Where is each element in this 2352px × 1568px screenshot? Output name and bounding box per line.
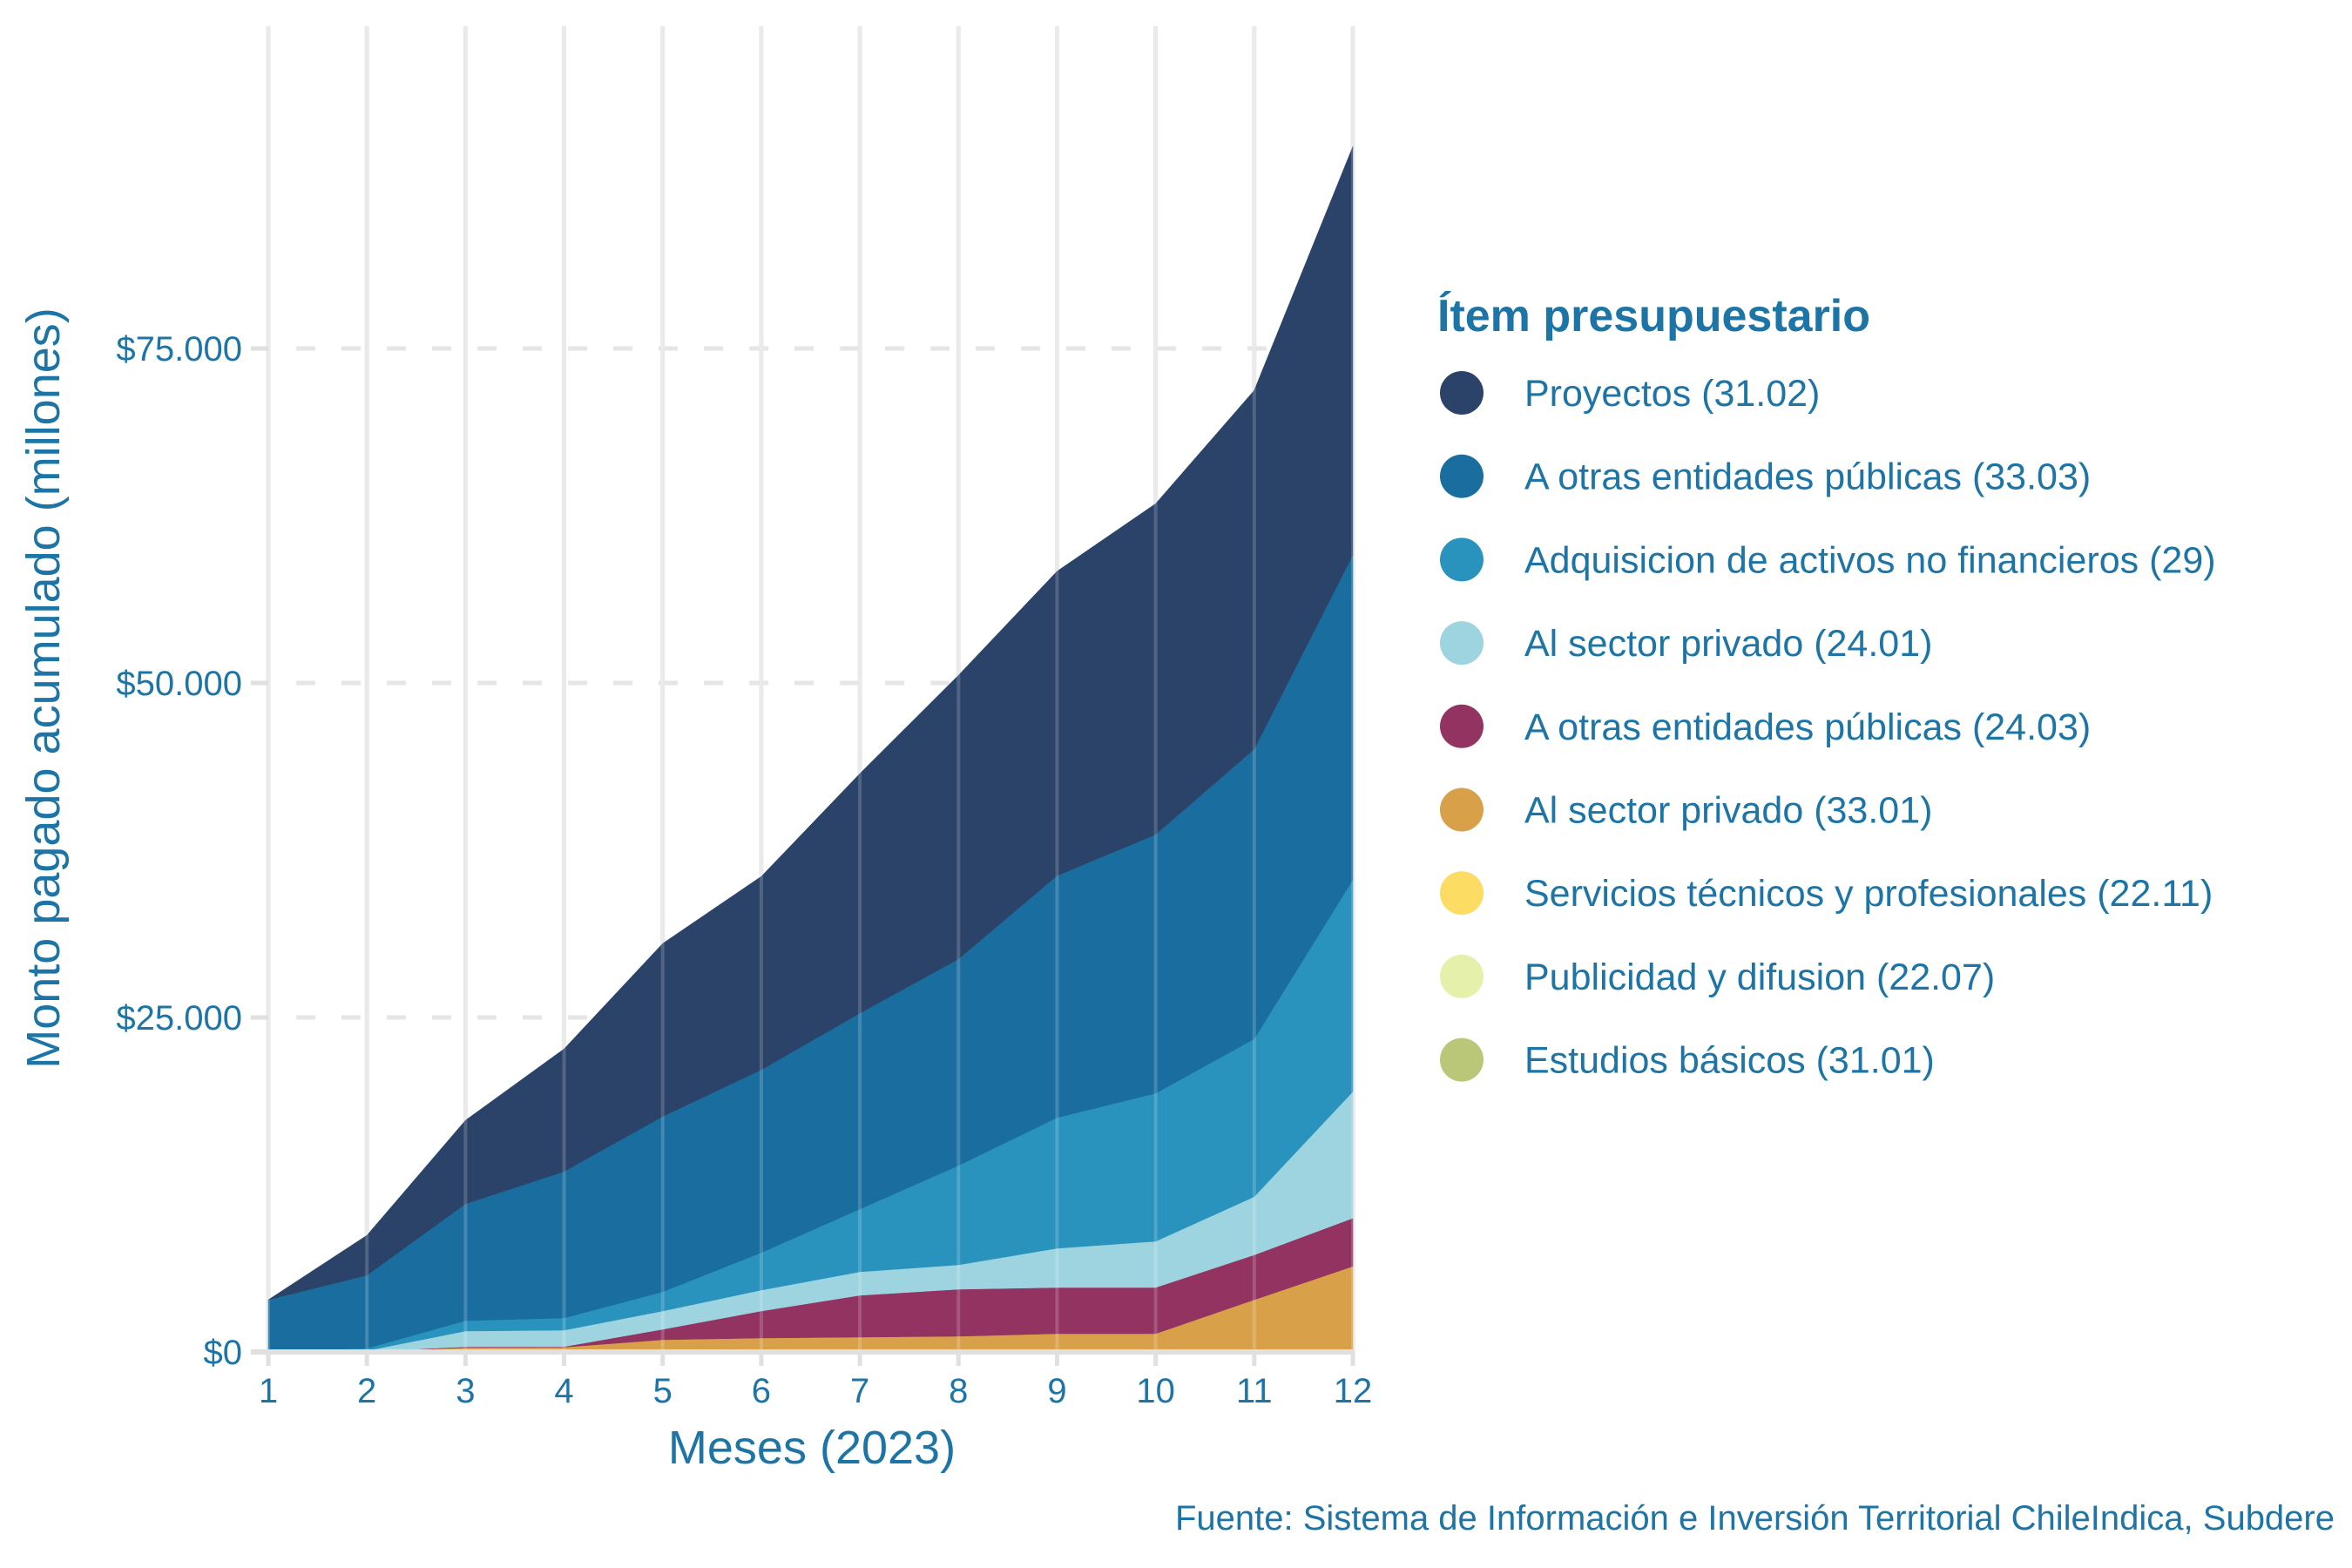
x-tick-label: 9 [1047,1372,1066,1410]
legend-swatch-icon [1440,787,1484,832]
legend-item: A otras entidades públicas (24.03) [1440,704,2091,748]
legend-item: Adquisicion de activos no financieros (2… [1440,537,2216,582]
area-series [267,146,1354,1353]
x-tick-label: 2 [357,1372,376,1410]
legend-label: A otras entidades públicas (33.03) [1524,456,2091,498]
legend-label: Publicidad y difusion (22.07) [1524,956,1995,998]
legend-items: Proyectos (31.02) A otras entidades públi… [1440,371,2216,1082]
x-tick-label: 6 [752,1372,771,1410]
legend-swatch-icon [1440,954,1484,998]
legend-swatch-icon [1440,704,1484,748]
legend-title: Ítem presupuestario [1437,291,1870,341]
y-axis-title: Monto pagado acumulado (millones) [17,308,70,1069]
x-tick-label: 5 [653,1372,672,1410]
y-tick-label: $0 [204,1334,243,1372]
x-axis-title: Meses (2023) [668,1422,956,1474]
legend-swatch-icon [1440,1037,1484,1082]
legend-label: Servicios técnicos y profesionales (22.1… [1524,873,2213,915]
x-tick-label: 1 [259,1372,278,1410]
x-tick-label: 12 [1334,1372,1373,1410]
legend-label: Al sector privado (24.01) [1524,623,1932,665]
x-tick-label: 3 [456,1372,475,1410]
legend: Ítem presupuestario Proyectos (31.02) A o… [1437,291,2216,1082]
source-caption: Fuente: Sistema de Información e Inversi… [1175,1499,2335,1538]
legend-swatch-icon [1440,537,1484,582]
vertical-grid-overlay [267,26,1355,1352]
legend-swatch-icon [1440,454,1484,498]
legend-item: Al sector privado (24.01) [1440,621,1932,666]
x-tick-label: 8 [949,1372,968,1410]
legend-item: Publicidad y difusion (22.07) [1440,954,1995,998]
x-tick-label: 10 [1136,1372,1175,1410]
x-tick-label: 7 [850,1372,869,1410]
legend-label: A otras entidades públicas (24.03) [1524,706,2091,748]
legend-item: Estudios básicos (31.01) [1440,1037,1935,1082]
legend-item: A otras entidades públicas (33.03) [1440,454,2091,498]
x-tick-label: 4 [554,1372,573,1410]
legend-label: Al sector privado (33.01) [1524,790,1932,832]
legend-item: Proyectos (31.02) [1440,371,1820,415]
axes [251,346,1355,1366]
legend-item: Servicios técnicos y profesionales (22.1… [1440,871,2213,916]
legend-label: Estudios básicos (31.01) [1524,1040,1935,1082]
y-tick-label: $50.000 [116,665,242,703]
x-tick-labels: 1 2 3 4 5 6 7 8 9 10 11 12 [259,1372,1372,1410]
legend-swatch-icon [1440,621,1484,666]
y-tick-labels: $0 $25.000 $50.000 $75.000 [116,330,242,1372]
legend-item: Al sector privado (33.01) [1440,787,1932,832]
legend-label: Adquisicion de activos no financieros (2… [1524,539,2216,581]
y-tick-label: $75.000 [116,330,242,368]
legend-swatch-icon [1440,371,1484,415]
area-proyectos-31-02 [267,146,1354,1301]
y-tick-label: $25.000 [116,999,242,1037]
x-tick-label: 11 [1236,1372,1273,1410]
legend-label: Proyectos (31.02) [1524,373,1820,415]
legend-swatch-icon [1440,871,1484,916]
